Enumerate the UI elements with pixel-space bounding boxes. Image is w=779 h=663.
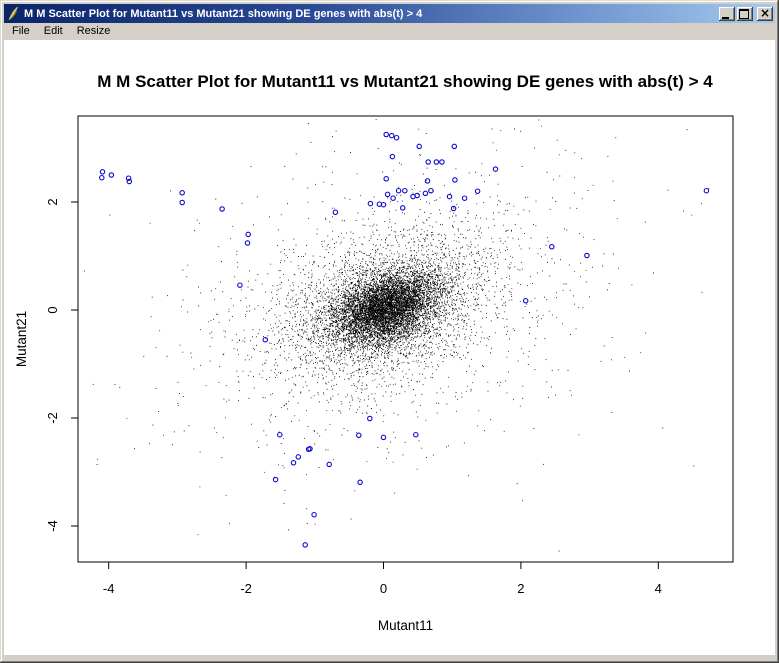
x-tick-label: 2: [517, 581, 524, 596]
de-gene-point: [395, 187, 402, 194]
de-gene-point: [474, 188, 481, 194]
quill-icon: [8, 6, 19, 21]
de-gene-point: [367, 415, 373, 422]
menu-resize[interactable]: Resize: [76, 25, 111, 37]
de-gene-point: [461, 195, 468, 201]
plot-frame: [77, 115, 734, 563]
de-gene-point: [422, 190, 429, 197]
de-gene-point: [388, 132, 395, 139]
menu-bar: File Edit Resize: [4, 23, 775, 40]
de-gene-point: [433, 159, 440, 165]
de-gene-point: [311, 511, 317, 518]
x-tick-label: 4: [655, 581, 662, 596]
de-gene-point: [424, 178, 431, 184]
de-gene-point: [99, 169, 106, 175]
title-bar[interactable]: M M Scatter Plot for Mutant11 vs Mutant2…: [4, 4, 775, 23]
de-gene-point: [452, 177, 458, 183]
x-axis: -4 -2 0 2 4: [103, 562, 662, 596]
de-gene-point: [357, 479, 363, 486]
de-gene-point: [179, 190, 185, 196]
de-gene-point: [439, 159, 445, 165]
de-gene-point: [492, 166, 499, 172]
de-gene-point: [380, 201, 387, 208]
de-gene-point: [126, 178, 133, 185]
de-gene-point: [290, 460, 297, 466]
close-button[interactable]: ×: [757, 5, 773, 21]
de-gene-point: [425, 159, 431, 165]
scatter-cloud-points: [83, 119, 710, 552]
plot-title: M M Scatter Plot for Mutant11 vs Mutant2…: [97, 72, 713, 91]
de-gene-point: [380, 434, 387, 441]
de-gene-point: [237, 282, 243, 288]
de-gene-point: [307, 446, 313, 452]
de-gene-point: [326, 461, 332, 468]
de-gene-point: [522, 298, 529, 304]
de-gene-point: [277, 431, 283, 438]
minimize-icon: [722, 16, 729, 19]
de-gene-point: [384, 191, 391, 198]
y-tick-label: -4: [45, 520, 60, 532]
minimize-button[interactable]: [719, 6, 735, 21]
de-gene-point: [549, 244, 555, 250]
de-gene-point: [413, 431, 419, 438]
window-title: M M Scatter Plot for Mutant11 vs Mutant2…: [24, 8, 423, 20]
de-gene-point: [356, 432, 362, 439]
de-gene-point: [450, 205, 457, 212]
close-icon: ×: [759, 5, 771, 20]
de-gene-point: [383, 176, 389, 182]
de-gene-point: [399, 205, 406, 211]
de-gene-point: [108, 172, 115, 178]
de-gene-point: [389, 153, 396, 160]
de-gene-point: [390, 195, 396, 201]
y-tick-label: 2: [45, 198, 60, 205]
de-gene-point: [414, 192, 420, 199]
de-gene-point: [451, 143, 458, 150]
de-gene-points: [99, 131, 710, 548]
de-gene-point: [272, 476, 279, 483]
de-gene-point: [446, 193, 453, 200]
y-axis: -4 -2 0 2: [45, 198, 78, 532]
menu-file[interactable]: File: [12, 25, 30, 37]
de-gene-point: [703, 187, 710, 194]
plot-client-area: M M Scatter Plot for Mutant11 vs Mutant2…: [4, 40, 775, 655]
maximize-button[interactable]: [737, 6, 753, 21]
de-gene-point: [219, 206, 225, 212]
maximize-icon: [739, 8, 749, 19]
x-axis-label: Mutant11: [378, 618, 433, 633]
de-gene-point: [245, 231, 251, 238]
y-tick-label: 0: [45, 306, 60, 313]
menu-edit[interactable]: Edit: [43, 25, 63, 37]
de-gene-point: [295, 454, 302, 460]
de-gene-point: [302, 542, 308, 548]
de-gene-point: [99, 174, 105, 181]
de-gene-point: [402, 187, 408, 194]
y-axis-label: Mutant21: [14, 311, 29, 367]
x-tick-label: 0: [380, 581, 387, 596]
de-gene-point: [125, 175, 132, 181]
de-gene-point: [179, 199, 185, 206]
de-gene-point: [584, 252, 590, 259]
de-gene-point: [428, 187, 434, 194]
de-gene-point: [393, 134, 400, 141]
scatter-plot: M M Scatter Plot for Mutant11 vs Mutant2…: [14, 72, 734, 633]
de-gene-point: [262, 336, 269, 343]
de-gene-point: [367, 200, 374, 207]
window-controls: ×: [717, 5, 773, 21]
de-gene-point: [383, 131, 389, 138]
de-gene-point: [416, 143, 422, 150]
scatter-cloud: [83, 119, 710, 552]
y-tick-label: -2: [45, 412, 60, 424]
de-gene-point: [244, 240, 251, 246]
de-gene-point: [332, 209, 339, 216]
x-tick-label: -4: [103, 581, 115, 596]
x-tick-label: -2: [240, 581, 252, 596]
